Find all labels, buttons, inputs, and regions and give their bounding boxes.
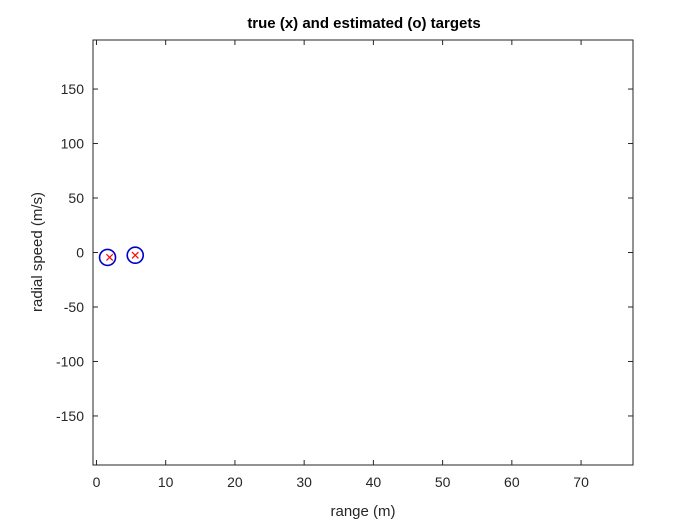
x-tick-label: 20: [227, 474, 243, 490]
x-tick-label: 30: [296, 474, 312, 490]
plot-area: [92, 39, 634, 466]
x-tick-label: 10: [158, 474, 174, 490]
x-tick-label: 60: [504, 474, 520, 490]
chart-title: true (x) and estimated (o) targets: [247, 15, 480, 32]
y-tick-label: -100: [56, 353, 84, 369]
x-axis-label: range (m): [330, 503, 395, 520]
y-tick-label: 50: [68, 190, 84, 206]
y-tick-label: -50: [64, 299, 84, 315]
true-target-marker: [105, 253, 114, 262]
x-axis-ticks: 0 10 20 30 40 50 60 70: [93, 40, 589, 490]
y-tick-label: 150: [61, 81, 85, 97]
y-axis-label: radial speed (m/s): [29, 192, 46, 312]
x-tick-label: 40: [366, 474, 382, 490]
y-tick-label: -150: [56, 408, 84, 424]
estimated-target-marker: [126, 246, 145, 265]
y-tick-label: 0: [76, 245, 84, 261]
y-tick-label: 100: [61, 136, 85, 152]
true-target-marker: [131, 251, 139, 259]
x-tick-label: 0: [93, 474, 101, 490]
x-tick-label: 50: [435, 474, 451, 490]
data-markers: [98, 246, 145, 267]
x-tick-label: 70: [573, 474, 589, 490]
estimated-target-marker: [98, 248, 117, 267]
y-axis-ticks: -150 -100 -50 0 50 100 150: [56, 81, 633, 424]
